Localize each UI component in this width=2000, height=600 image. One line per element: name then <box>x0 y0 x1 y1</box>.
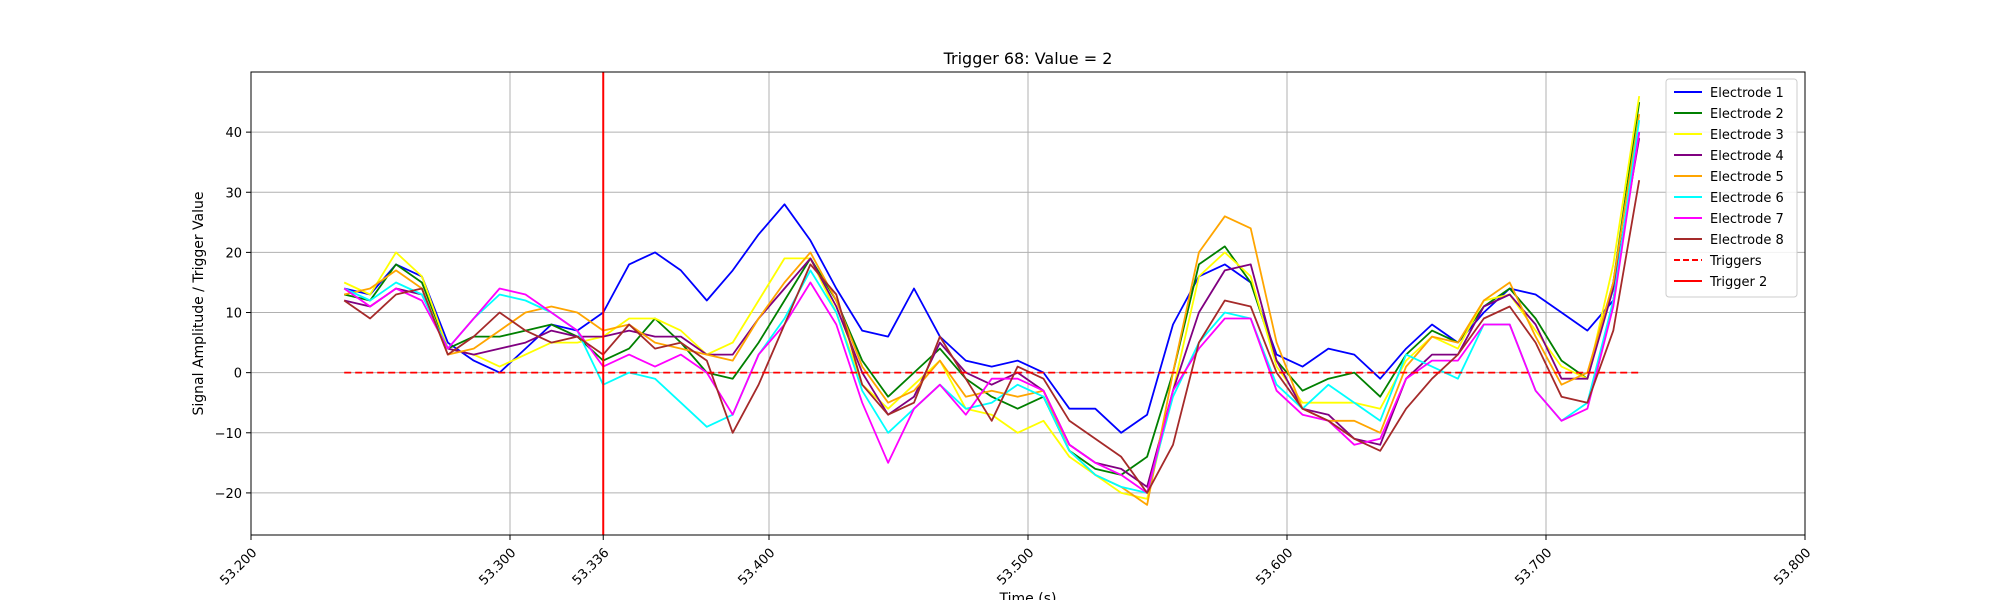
y-tick-label: −10 <box>215 427 242 442</box>
series-line-electrode-1 <box>343 131 1641 434</box>
series-line-electrode-6 <box>343 119 1641 494</box>
legend-label: Electrode 4 <box>1710 149 1784 164</box>
y-tick-label: 40 <box>225 126 242 141</box>
x-axis-label: Time (s) <box>999 591 1057 600</box>
legend-label: Electrode 1 <box>1710 86 1784 101</box>
y-tick-label: 10 <box>225 307 242 322</box>
plot-area <box>343 72 1641 535</box>
x-tick-label: 53.200 <box>217 546 260 589</box>
x-tick-label: 53.600 <box>1253 546 1296 589</box>
y-axis: −20 −10 0 10 20 30 40 <box>215 126 251 502</box>
legend-label: Electrode 2 <box>1710 107 1784 122</box>
legend-label: Electrode 5 <box>1710 170 1784 185</box>
x-tick-label: 53.800 <box>1771 546 1814 589</box>
y-tick-label: −20 <box>215 487 242 502</box>
series-line-electrode-2 <box>343 101 1641 476</box>
x-tick-label: 53.700 <box>1512 546 1555 589</box>
x-axis: 53.200 53.300 53.336 53.400 53.500 53.600 53.7… <box>217 535 1814 588</box>
legend-label: Electrode 7 <box>1710 212 1784 227</box>
y-tick-label: 0 <box>234 367 242 382</box>
series-line-electrode-3 <box>343 95 1641 500</box>
legend-label: Trigger 2 <box>1709 275 1767 290</box>
series-line-electrode-7 <box>343 131 1641 494</box>
chart-title: Trigger 68: Value = 2 <box>943 49 1113 68</box>
x-tick-label: 53.500 <box>994 546 1037 589</box>
legend-label: Electrode 8 <box>1710 233 1784 248</box>
legend-label: Electrode 3 <box>1710 128 1784 143</box>
x-tick-label: 53.336 <box>570 546 613 589</box>
y-axis-label: Signal Amplitude / Trigger Value <box>191 192 207 416</box>
grid <box>250 72 1806 535</box>
legend: Electrode 1 Electrode 2 Electrode 3 Electro… <box>1665 78 1798 298</box>
legend-label: Electrode 6 <box>1710 191 1784 206</box>
series-line-electrode-8 <box>343 180 1641 494</box>
x-tick-label: 53.300 <box>476 546 519 589</box>
y-tick-label: 20 <box>225 246 242 261</box>
x-tick-label: 53.400 <box>735 546 778 589</box>
y-tick-label: 30 <box>225 186 242 201</box>
series-line-electrode-5 <box>343 113 1641 506</box>
legend-label: Triggers <box>1709 254 1762 269</box>
